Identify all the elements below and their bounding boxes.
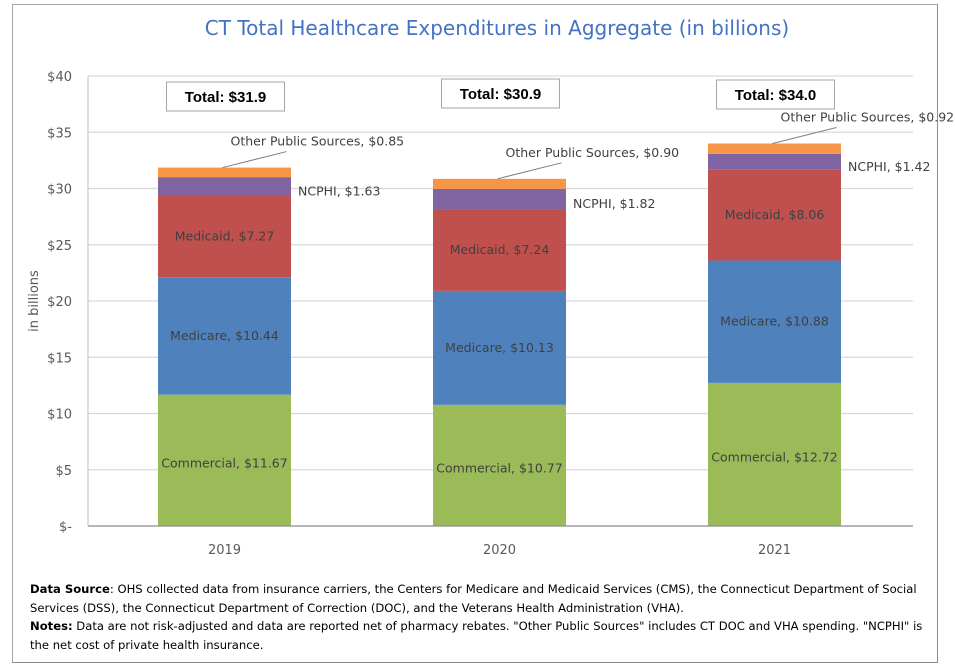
y-tick-label: $40	[47, 70, 72, 85]
data-label: Medicare, $10.88	[720, 314, 829, 329]
y-tick-label: $-	[59, 520, 72, 535]
chart-title: CT Total Healthcare Expenditures in Aggr…	[205, 16, 789, 40]
y-axis-ticks: $- $5 $10 $15 $20 $25 $30 $35 $40	[47, 70, 72, 535]
notes-text: Data are not risk-adjusted and data are …	[30, 619, 923, 652]
y-tick-label: $10	[47, 408, 72, 423]
x-axis-ticks: 2019 2020 2021	[208, 543, 791, 558]
data-source-text: : OHS collected data from insurance carr…	[30, 582, 917, 615]
leader-line	[497, 162, 562, 180]
footnotes: Data Source: OHS collected data from ins…	[30, 580, 930, 654]
leader-line	[772, 127, 837, 144]
data-label: NCPHI, $1.82	[573, 196, 655, 211]
y-tick-label: $5	[55, 464, 72, 479]
data-label: Commercial, $12.72	[711, 449, 837, 464]
bar-segment-commercial	[158, 394, 291, 526]
total-boxes: Total: $31.9 Total: $30.9 Total: $34.0	[166, 78, 835, 112]
notes-note: Notes: Data are not risk-adjusted and da…	[30, 617, 930, 654]
bar-segment-medicaid	[433, 209, 566, 291]
y-tick-label: $35	[47, 126, 72, 141]
data-label: Other Public Sources, $0.85	[231, 134, 405, 149]
data-label: NCPHI, $1.42	[848, 159, 930, 174]
bar-segment-ncphi	[158, 177, 291, 196]
data-label: Other Public Sources, $0.90	[506, 145, 680, 160]
bar-segment-medicare	[158, 277, 291, 395]
leader-line	[222, 151, 287, 169]
x-tick-label: 2021	[758, 543, 791, 558]
bar-segment-ncphi	[433, 188, 566, 210]
chart-frame	[12, 4, 938, 663]
total-box	[441, 78, 560, 109]
bar-segment-medicaid	[158, 195, 291, 278]
y-tick-label: $25	[47, 239, 72, 254]
bar-segment-medicare	[433, 290, 566, 405]
data-label: Commercial, $10.77	[436, 460, 562, 475]
bar-segment-ncphi	[708, 153, 841, 170]
total-label: Total: $34.0	[735, 87, 816, 104]
bar-segment-other-public-sources	[433, 178, 566, 189]
total-label: Total: $31.9	[185, 89, 266, 106]
y-tick-label: $30	[47, 183, 72, 198]
x-tick-label: 2020	[483, 543, 516, 558]
bar-segment-other-public-sources	[158, 167, 291, 178]
bar-segment-commercial	[433, 404, 566, 526]
bar-segment-commercial	[708, 382, 841, 526]
data-label: Medicaid, $8.06	[725, 207, 825, 222]
bar-segment-other-public-sources	[708, 143, 841, 154]
y-axis-label: in billions	[27, 270, 42, 332]
bar-segment-medicaid	[708, 169, 841, 261]
data-label: Other Public Sources, $0.92	[781, 110, 955, 125]
x-tick-label: 2019	[208, 543, 241, 558]
y-tick-label: $15	[47, 351, 72, 366]
data-label: Medicare, $10.13	[445, 340, 554, 355]
notes-label: Notes:	[30, 619, 73, 633]
total-label: Total: $30.9	[460, 86, 541, 103]
data-label: Medicare, $10.44	[170, 328, 279, 343]
data-label: NCPHI, $1.63	[298, 183, 380, 198]
total-box	[716, 79, 835, 110]
data-source-note: Data Source: OHS collected data from ins…	[30, 580, 930, 617]
data-label: Medicaid, $7.27	[175, 228, 275, 243]
y-tick-label: $20	[47, 295, 72, 310]
data-label: Medicaid, $7.24	[450, 242, 550, 257]
bar-segment-medicare	[708, 260, 841, 383]
total-box	[166, 81, 285, 112]
bars	[158, 143, 841, 526]
leader-lines	[222, 127, 837, 180]
data-label: Commercial, $11.67	[161, 455, 287, 470]
data-labels: Commercial, $11.67 Medicare, $10.44 Medica…	[161, 110, 954, 476]
data-source-label: Data Source	[30, 582, 110, 596]
